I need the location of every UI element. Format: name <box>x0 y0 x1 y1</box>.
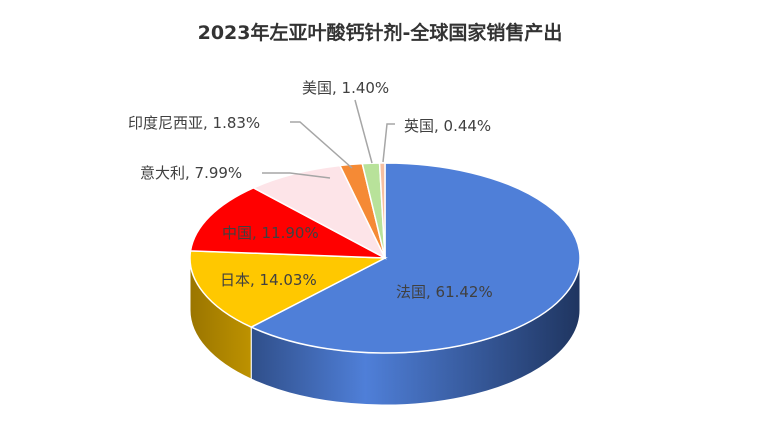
pie-slice-中国 <box>189 187 386 259</box>
data-label-china: 中国, 11.90% <box>222 224 319 242</box>
data-label-uk: 英国, 0.44% <box>404 117 492 135</box>
leader-line-italy <box>262 172 331 179</box>
data-label-usa: 美国, 1.40% <box>302 79 390 97</box>
leader-line-usa <box>354 99 373 164</box>
leader-line-uk <box>382 123 395 163</box>
data-label-japan: 日本, 14.03% <box>220 271 317 289</box>
pie-slice-英国 <box>378 162 386 259</box>
pie-slice-日本 <box>189 250 388 328</box>
pie-slice-法国 <box>249 162 581 354</box>
data-label-france: 法国, 61.42% <box>396 283 493 301</box>
leader-line-indonesia <box>290 121 353 169</box>
data-label-indonesia: 印度尼西亚, 1.83% <box>128 114 261 132</box>
chart-title: 2023年左亚叶酸钙针剂-全球国家销售产出 <box>197 22 563 44</box>
data-label-italy: 意大利, 7.99% <box>140 164 243 182</box>
